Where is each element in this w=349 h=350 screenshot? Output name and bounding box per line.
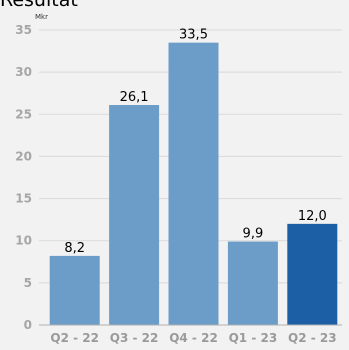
category-label: Q2 - 23 [288,331,337,345]
bar [287,223,338,325]
x-axis-categories: Q2 - 22 Q3 - 22 Q4 - 22 Q1 - 23 Q2 - 23 [50,331,336,345]
data-label: 9,9 [243,227,264,242]
data-label: 8,2 [64,241,85,256]
category-label: Q2 - 22 [50,331,99,345]
bar [109,105,160,325]
y-tick-label: 15 [15,192,32,206]
bars [49,42,338,326]
data-label: 12,0 [298,209,327,224]
chart-title: Resultat [0,0,78,11]
data-label: 33,5 [179,28,208,43]
y-axis-unit: Mkr [35,13,48,21]
y-tick-label: 20 [15,149,32,163]
y-tick-label: 35 [15,23,32,37]
y-tick-label: 25 [15,107,32,121]
y-tick-label: 10 [15,234,32,248]
bar [227,241,278,325]
data-labels: 8,2 26,1 33,5 9,9 12,0 [64,28,326,256]
y-axis-ticks: 0 5 10 15 20 25 30 35 [15,23,32,332]
data-label: 26,1 [120,90,149,105]
category-label: Q4 - 22 [169,331,218,345]
category-label: Q3 - 22 [110,331,159,345]
bar [49,255,100,325]
y-tick-label: 30 [15,65,32,79]
bar [168,42,219,326]
y-tick-label: 0 [24,318,32,332]
category-label: Q1 - 23 [229,331,278,345]
y-tick-label: 5 [24,276,32,290]
